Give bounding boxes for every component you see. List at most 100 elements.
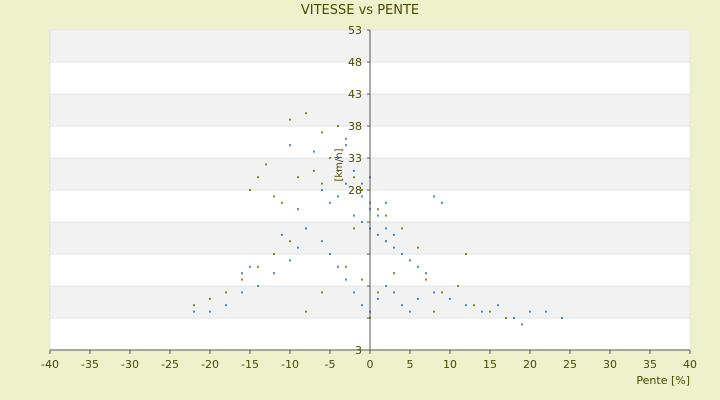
data-point (329, 157, 331, 159)
x-tick-label: -20 (201, 358, 219, 371)
y-tick-label: 28 (348, 184, 362, 197)
x-tick-label: -35 (81, 358, 99, 371)
data-point (401, 304, 403, 307)
y-axis-label: [km/h] (334, 148, 345, 181)
data-point (417, 246, 419, 249)
y-tick-label: 38 (348, 120, 362, 133)
x-tick-label: 35 (643, 358, 657, 371)
data-point (353, 227, 355, 230)
data-point (281, 233, 283, 236)
chart-title: VITESSE vs PENTE (300, 3, 420, 18)
data-point (449, 297, 451, 300)
data-point (361, 195, 363, 198)
data-points (193, 112, 563, 326)
x-tick-label: 10 (443, 358, 457, 371)
data-point (345, 265, 347, 268)
data-point (497, 304, 499, 307)
data-point (385, 240, 387, 243)
data-point (257, 176, 259, 179)
data-point (313, 169, 315, 172)
data-point (313, 150, 315, 153)
data-point (241, 278, 243, 281)
data-point (297, 176, 299, 179)
data-point (353, 169, 355, 172)
data-point (361, 182, 363, 185)
data-point (377, 297, 379, 300)
x-tick-label: 20 (523, 358, 537, 371)
data-point (481, 310, 483, 313)
data-point (241, 291, 243, 294)
y-tick-label: 53 (348, 24, 362, 37)
x-tick-label: 5 (407, 358, 414, 371)
data-point (377, 233, 379, 236)
data-point (329, 201, 331, 204)
data-point (401, 227, 403, 230)
data-point (345, 144, 347, 147)
data-point (425, 272, 427, 275)
data-point (193, 310, 195, 313)
data-point (441, 291, 443, 294)
data-point (321, 182, 323, 185)
data-point (257, 285, 259, 287)
data-point (513, 317, 515, 319)
data-point (465, 253, 467, 255)
data-point (305, 112, 307, 115)
y-tick-label: 3 (355, 344, 362, 357)
data-point (257, 265, 259, 268)
data-point (273, 253, 275, 255)
data-point (385, 214, 387, 217)
y-tick-label: 33 (348, 152, 362, 165)
data-point (433, 310, 435, 313)
data-point (385, 227, 387, 230)
data-point (345, 182, 347, 185)
x-tick-label: 25 (563, 358, 577, 371)
data-point (273, 272, 275, 275)
data-point (441, 201, 443, 204)
data-point (329, 253, 331, 255)
data-point (361, 221, 363, 223)
data-point (385, 285, 387, 287)
data-point (545, 310, 547, 313)
data-point (361, 304, 363, 307)
data-point (209, 297, 211, 300)
data-point (305, 227, 307, 230)
x-tick-label: -15 (241, 358, 259, 371)
data-point (289, 118, 291, 121)
data-point (529, 310, 531, 313)
x-tick-labels: -40 -35 -30 -25 -20 -15 -10 -5 0 5 10 15 20 25 30 35 40 (41, 350, 697, 371)
data-point (409, 310, 411, 313)
y-tick-labels: 3 28 33 38 43 48 53 (348, 24, 370, 357)
data-point (337, 265, 339, 268)
data-point (393, 291, 395, 294)
data-point (505, 317, 507, 319)
data-point (321, 291, 323, 294)
data-point (401, 253, 403, 255)
data-point (225, 291, 227, 294)
x-tick-label: 0 (367, 358, 374, 371)
data-point (321, 131, 323, 134)
data-point (345, 278, 347, 281)
data-point (361, 189, 363, 191)
data-point (353, 214, 355, 217)
data-point (417, 265, 419, 268)
data-point (433, 195, 435, 198)
data-point (425, 278, 427, 281)
x-tick-label: -25 (161, 358, 179, 371)
x-tick-label: -10 (281, 358, 299, 371)
x-tick-label: -5 (325, 358, 336, 371)
data-point (337, 125, 339, 127)
data-point (393, 246, 395, 249)
data-point (385, 201, 387, 204)
data-point (289, 144, 291, 147)
y-tick-label: 48 (348, 56, 362, 69)
data-point (297, 208, 299, 211)
data-point (393, 272, 395, 275)
x-tick-label: -40 (41, 358, 59, 371)
data-point (305, 310, 307, 313)
data-point (377, 208, 379, 211)
x-tick-label: 15 (483, 358, 497, 371)
data-point (377, 291, 379, 294)
data-point (473, 304, 475, 307)
data-point (561, 317, 563, 319)
